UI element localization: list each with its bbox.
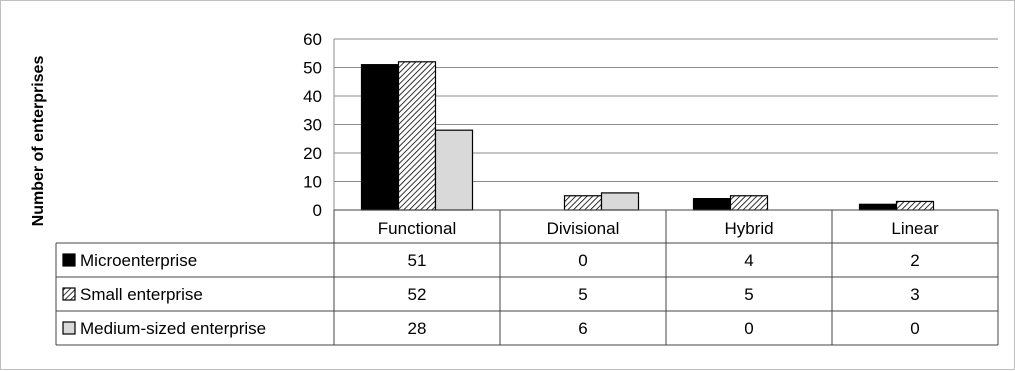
bar-microenterprise-linear (858, 203, 898, 211)
table-cell: 0 (744, 319, 753, 338)
y-tick-label: 40 (303, 87, 322, 106)
bar-medium-sized-enterprise-functional (434, 129, 474, 211)
y-axis-ticks: 0 10 20 30 40 50 60 (303, 30, 322, 220)
table-cell: 3 (910, 285, 919, 304)
y-tick-label: 20 (303, 144, 322, 163)
y-tick-label: 30 (303, 116, 322, 135)
table-cell: 28 (408, 319, 427, 338)
table-cell: 5 (578, 285, 587, 304)
legend-label: Medium-sized enterprise (80, 319, 266, 338)
y-axis-label: Number of enterprises (30, 56, 47, 227)
bar-microenterprise-hybrid (692, 198, 732, 211)
category-label: Functional (378, 219, 456, 238)
table-cell: 51 (408, 251, 427, 270)
bar-small-enterprise-functional (397, 61, 437, 211)
table-cell: 6 (578, 319, 587, 338)
bar-medium-sized-enterprise-divisional (600, 192, 640, 211)
legend-label: Small enterprise (80, 285, 203, 304)
legend-key (62, 287, 76, 301)
y-tick-label: 10 (303, 173, 322, 192)
legend-key (62, 253, 76, 267)
table-cell: 2 (910, 251, 919, 270)
data-table: Functional Divisional Hybrid Linear Microent… (55, 209, 999, 346)
bars (360, 61, 935, 211)
table-cell: 52 (408, 285, 427, 304)
y-tick-label: 0 (313, 201, 322, 220)
legend-key (62, 321, 76, 335)
bar-small-enterprise-hybrid (729, 195, 769, 211)
bar-small-enterprise-linear (895, 200, 935, 211)
table-cell: 0 (578, 251, 587, 270)
table-cell: 5 (744, 285, 753, 304)
category-label: Divisional (547, 219, 620, 238)
legend-label: Microenterprise (80, 251, 197, 270)
category-label: Linear (891, 219, 939, 238)
y-tick-label: 50 (303, 59, 322, 78)
table-cell: 0 (910, 319, 919, 338)
bar-microenterprise-functional (360, 64, 400, 211)
bar-small-enterprise-divisional (563, 195, 603, 211)
table-cell: 4 (744, 251, 753, 270)
y-tick-label: 60 (303, 30, 322, 49)
category-label: Hybrid (724, 219, 773, 238)
y-axis-label-group: Number of enterprises (30, 56, 47, 227)
